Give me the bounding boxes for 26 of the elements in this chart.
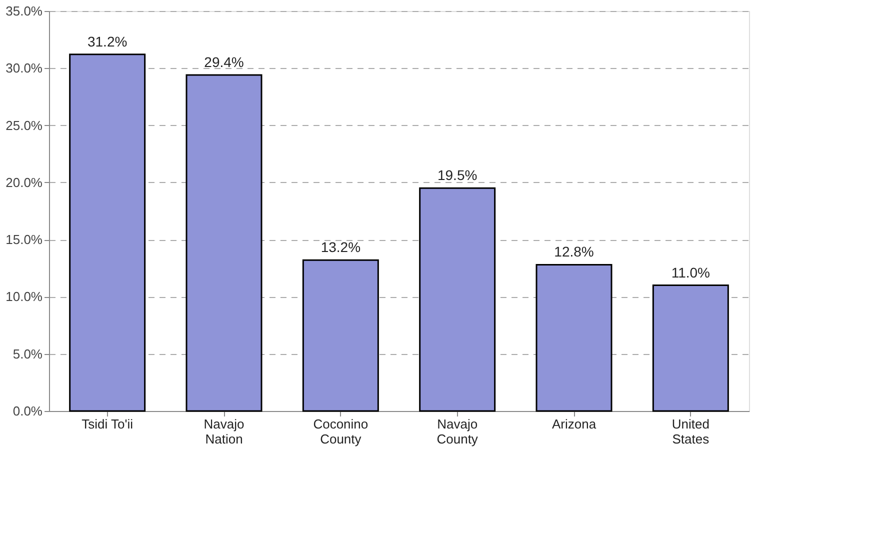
y-tick-label: 0.0% bbox=[12, 404, 43, 418]
data-label: 11.0% bbox=[671, 264, 710, 280]
data-label: 12.8% bbox=[554, 244, 594, 260]
bar bbox=[186, 74, 262, 412]
data-label: 19.5% bbox=[437, 167, 478, 184]
data-label: 13.2% bbox=[320, 239, 361, 256]
y-tick-label: 15.0% bbox=[6, 232, 43, 248]
y-tick-label: 25.0% bbox=[6, 118, 43, 133]
x-tick-label: Navajo County bbox=[436, 416, 478, 446]
y-tick-label: 5.0% bbox=[12, 346, 43, 362]
y-tick-label: 35.0% bbox=[6, 4, 43, 18]
y-tick-label: 20.0% bbox=[6, 174, 43, 190]
bar bbox=[652, 284, 729, 412]
bar bbox=[536, 264, 612, 412]
x-tick-label: Navajo Nation bbox=[204, 416, 244, 446]
bar bbox=[302, 259, 379, 412]
x-tick-label: Coconino County bbox=[313, 416, 368, 446]
bar bbox=[69, 54, 146, 412]
y-tick-label: 30.0% bbox=[6, 60, 43, 76]
x-tick-label: United States bbox=[672, 416, 710, 446]
data-label: 31.2% bbox=[87, 33, 128, 50]
x-tick-label: Tsidi To'ii bbox=[82, 416, 134, 432]
x-tick-label: Arizona bbox=[552, 416, 597, 432]
bar bbox=[419, 187, 496, 412]
data-label: 29.4% bbox=[204, 54, 244, 70]
y-tick-label: 10.0% bbox=[6, 289, 43, 304]
